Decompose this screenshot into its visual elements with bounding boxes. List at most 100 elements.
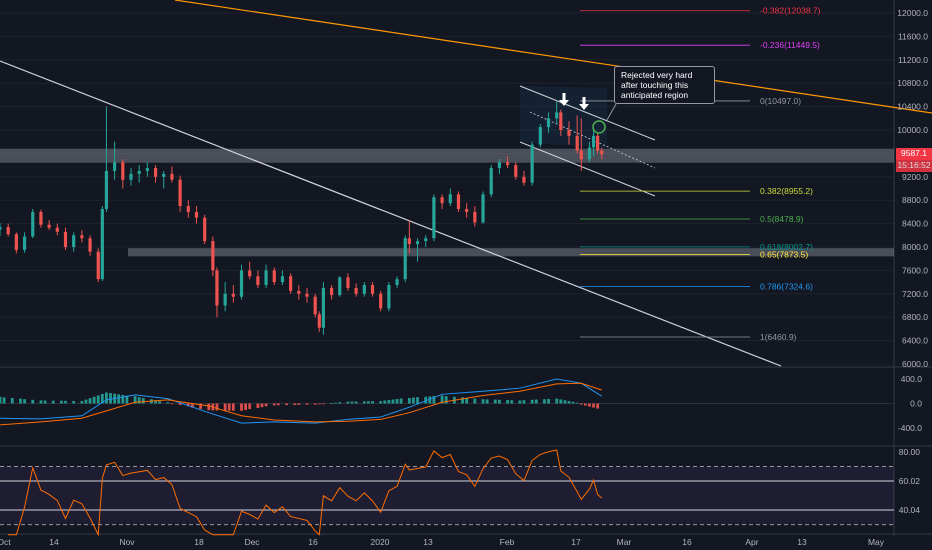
candle-body: [72, 235, 76, 247]
price-tick-label: 6800.0: [902, 312, 928, 322]
candle-body: [407, 238, 411, 245]
candle-body: [231, 293, 235, 297]
candle-body: [575, 135, 579, 151]
macd-histogram-bar: [583, 403, 587, 406]
candle-body: [239, 270, 244, 297]
fib-retracement: -0.382(12038.7) -0.236(11449.5) 0(10497.0)…: [580, 6, 821, 342]
macd-histogram-bar: [317, 403, 321, 405]
candle-body: [387, 285, 391, 309]
candle-body: [297, 290, 301, 294]
macd-histogram-bar: [0, 396, 2, 404]
candle-body: [0, 227, 2, 230]
price-tick-label: 6400.0: [902, 336, 928, 346]
macd-histogram-bar: [350, 401, 354, 404]
macd-histogram-bar: [231, 403, 235, 411]
macd-histogram-bar: [530, 399, 534, 404]
macd-histogram-bar: [465, 397, 469, 404]
macd-histogram-bar: [321, 403, 325, 405]
candle-body: [591, 135, 596, 148]
time-tick-label: 13: [797, 537, 807, 547]
candle-body: [63, 231, 68, 247]
macd-histogram-bar: [178, 403, 182, 405]
macd-histogram-bar: [567, 401, 571, 404]
candle-body: [514, 165, 518, 177]
price-axis[interactable]: 12000.0 11600.0 11200.0 10800.0 10400.0 10000…: [897, 8, 928, 515]
macd-histogram-bar: [293, 403, 297, 406]
macd-histogram-bar: [109, 393, 112, 404]
candle-body: [203, 217, 207, 242]
macd-histogram-bar: [579, 403, 583, 405]
macd-histogram-bar: [588, 403, 591, 407]
candle-body: [22, 236, 27, 250]
candle-body: [338, 277, 342, 295]
candle-body: [121, 162, 125, 180]
candle-body: [522, 176, 526, 183]
macd-histogram-bar: [424, 396, 428, 404]
fib-label: -0.382(12038.7): [760, 6, 821, 16]
candle-body: [596, 135, 600, 151]
trendlines: [0, 0, 932, 367]
candle-body: [587, 147, 592, 160]
macd-histogram-bar: [264, 403, 268, 407]
candle-body: [313, 296, 317, 315]
down-arrow-icon: [559, 93, 569, 106]
time-tick-label: Dec: [244, 537, 260, 547]
macd-histogram-bar: [387, 400, 391, 404]
macd-histogram-bar: [276, 403, 280, 406]
rsi-line: [8, 449, 603, 537]
macd-histogram-bar: [506, 400, 509, 404]
candle-body: [415, 241, 420, 245]
candle-body: [55, 227, 59, 232]
candle-body: [39, 211, 43, 225]
macd-histogram-bar: [592, 403, 595, 408]
fib-label: 0.65(7873.5): [760, 249, 808, 259]
descending-trendline: [0, 60, 782, 367]
macd-histogram-bar: [141, 398, 145, 404]
macd-histogram-bar: [559, 399, 563, 404]
price-tick-label: 8800.0: [902, 195, 928, 205]
rsi-tick-label: 40.04: [899, 505, 921, 515]
macd-histogram-bar: [362, 401, 366, 404]
macd-histogram-bar: [313, 403, 317, 405]
candle-body: [600, 150, 604, 155]
macd-histogram-bar: [534, 399, 538, 404]
macd-tick-label: 0.0: [910, 399, 922, 409]
candle-body: [362, 285, 366, 294]
candle-body: [145, 168, 149, 171]
channel-upper: [519, 85, 656, 141]
annotation-callout[interactable]: Rejected very hard after touching this a…: [614, 66, 715, 104]
candle-body: [329, 287, 334, 295]
macd-histogram-bar: [334, 402, 338, 404]
macd-histogram-bar: [379, 401, 383, 404]
macd-histogram-bar: [72, 400, 76, 404]
fib-label: 0.786(7324.6): [760, 282, 813, 292]
candle-body: [170, 173, 174, 180]
macd-histogram-bar: [60, 400, 63, 404]
fib-label: 1(6460.9): [760, 332, 797, 342]
rsi-tick-label: 60.02: [899, 476, 921, 486]
candle-body: [403, 238, 407, 280]
price-tick-label: 6000.0: [902, 359, 928, 369]
candle-body: [317, 314, 321, 328]
macd-histogram-bar: [346, 401, 350, 404]
macd-histogram-bar: [207, 403, 211, 411]
candle-body: [305, 293, 309, 297]
rsi-band: [0, 466, 894, 525]
candle-body: [321, 287, 325, 328]
macd-histogram-bar: [2, 397, 6, 404]
time-tick-label: 2020: [371, 537, 390, 547]
candle-body: [100, 208, 104, 280]
price-tick-label: 10800.0: [897, 78, 928, 88]
macd-histogram-bar: [412, 397, 415, 404]
macd-histogram-bar: [272, 403, 276, 406]
candle-body: [6, 227, 10, 235]
price-tick-label: 11200.0: [898, 55, 928, 65]
candle-body: [88, 238, 92, 252]
candle-body: [448, 194, 452, 204]
time-axis[interactable]: Oct 14 Nov 18 Dec 16 2020 13 Feb 17 Mar 16 Apr 13 May: [0, 537, 885, 547]
macd-tick-label: 400.0: [901, 374, 923, 384]
candle-body: [256, 276, 260, 286]
candle-body: [248, 270, 252, 277]
